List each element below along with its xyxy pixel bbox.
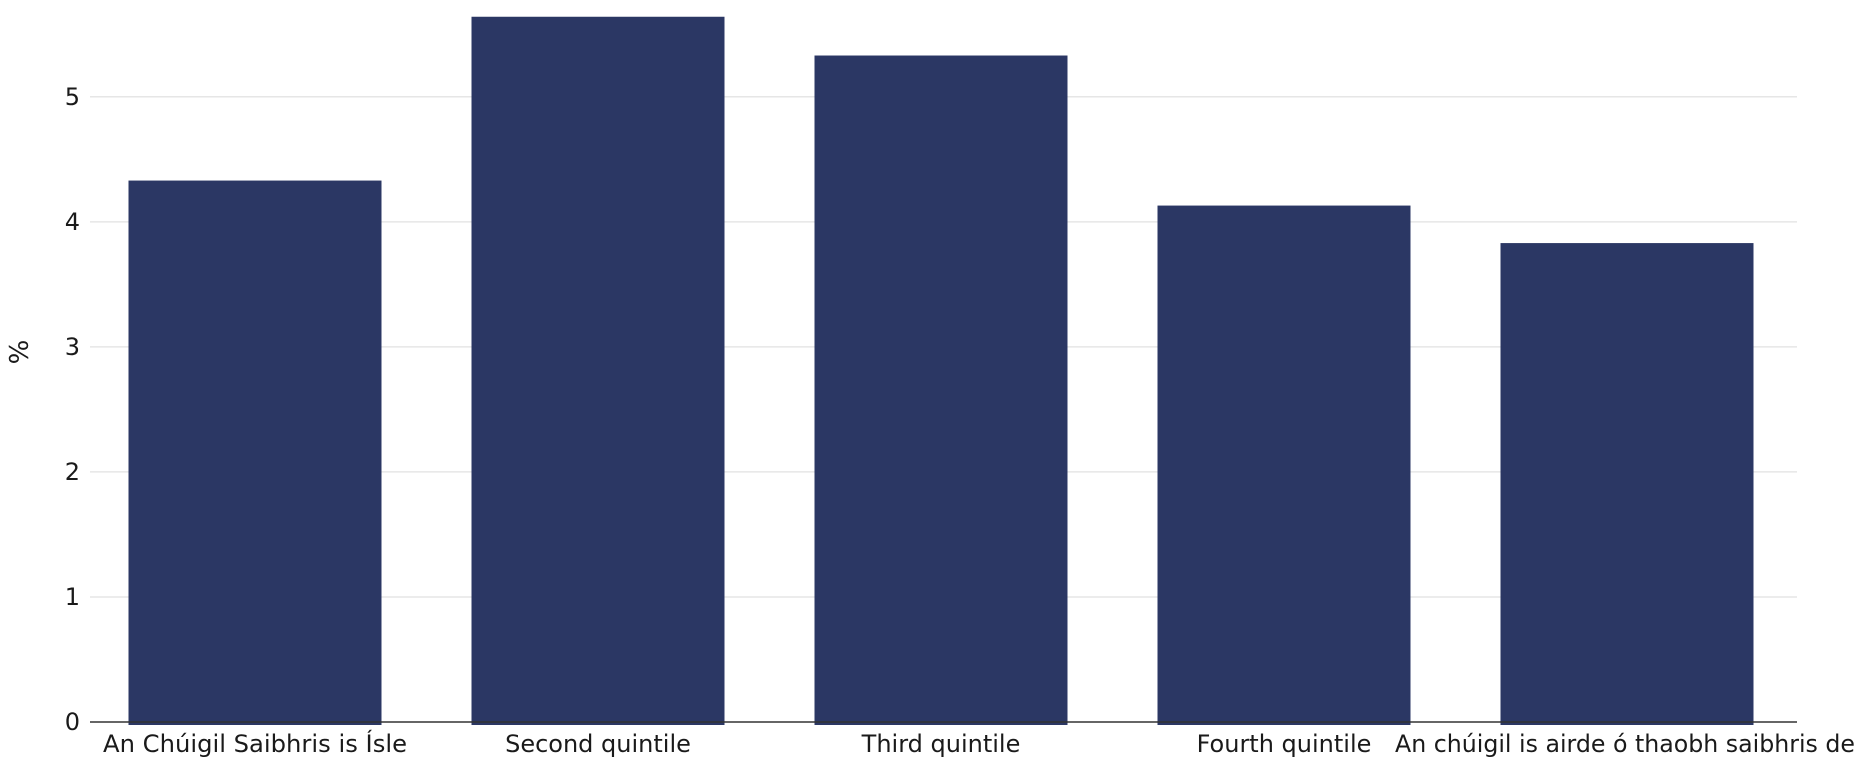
y-axis-title: % <box>5 340 35 365</box>
bar <box>814 55 1068 725</box>
bars <box>128 16 1754 726</box>
y-tick-label: 0 <box>65 708 80 736</box>
y-tick-label: 4 <box>65 208 80 236</box>
x-category-label: An chúigil is airde ó thaobh saibhris de <box>1395 730 1855 758</box>
y-tick-label: 5 <box>65 83 80 111</box>
y-tick-label: 3 <box>65 333 80 361</box>
x-category-label: An Chúigil Saibhris is Ísle <box>103 729 407 758</box>
bar <box>1500 243 1754 726</box>
bar <box>128 180 382 725</box>
x-category-label: Fourth quintile <box>1197 730 1372 758</box>
axes: 0 1 2 3 4 5 An Chúigil Saibhris is Ísle Second … <box>65 83 1855 758</box>
y-tick-label: 1 <box>65 583 80 611</box>
y-tick-label: 2 <box>65 458 80 486</box>
bar <box>1157 205 1411 726</box>
x-category-label: Third quintile <box>861 730 1021 758</box>
bar <box>471 16 725 725</box>
x-category-label: Second quintile <box>505 730 691 758</box>
